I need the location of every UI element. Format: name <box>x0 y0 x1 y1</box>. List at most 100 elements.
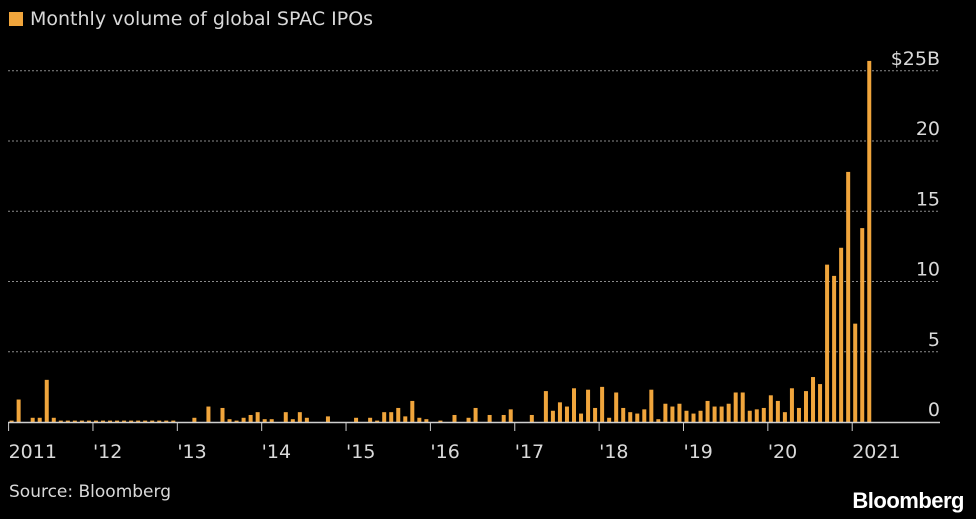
bar <box>789 388 794 422</box>
bar <box>579 413 584 422</box>
bar <box>375 420 380 422</box>
x-tick-label: '18 <box>599 441 628 463</box>
x-tick-label: '12 <box>93 441 122 463</box>
bar <box>543 391 548 422</box>
bar <box>129 420 134 422</box>
bar <box>30 417 35 422</box>
bar <box>691 413 696 422</box>
bar <box>403 416 408 422</box>
bar <box>663 403 668 422</box>
bar <box>529 414 534 422</box>
bar <box>86 420 91 422</box>
bar <box>241 417 246 422</box>
bar <box>572 388 576 422</box>
bar <box>382 412 387 422</box>
bar <box>255 412 260 422</box>
bar <box>136 420 141 422</box>
x-tick-label: 2011 <box>9 441 57 463</box>
bar <box>768 395 773 422</box>
bar <box>621 407 626 422</box>
x-tick-label: '19 <box>683 441 712 463</box>
bar <box>860 228 865 422</box>
bar <box>550 410 555 422</box>
bar <box>487 414 492 422</box>
bar <box>227 419 232 422</box>
x-tick-label: '14 <box>262 441 291 463</box>
bar <box>325 416 330 422</box>
bar <box>677 403 682 422</box>
bar <box>164 420 169 422</box>
y-tick-label: 0 <box>928 399 940 421</box>
bar <box>58 420 63 422</box>
bar <box>586 389 591 422</box>
bar <box>635 413 640 422</box>
bar <box>79 420 84 422</box>
bar <box>290 419 295 422</box>
bar <box>304 417 309 422</box>
bar <box>424 419 429 422</box>
bar <box>508 409 513 422</box>
bar <box>726 403 731 422</box>
bar <box>698 410 703 422</box>
bar <box>108 420 113 422</box>
bar <box>37 417 42 422</box>
bar <box>846 171 851 422</box>
bar <box>607 417 612 422</box>
bar <box>811 377 816 422</box>
bar <box>818 384 823 422</box>
bar <box>747 410 752 422</box>
bar <box>122 420 127 422</box>
bar <box>72 420 77 422</box>
bar <box>157 420 162 422</box>
bar <box>171 420 176 422</box>
bar <box>466 417 471 422</box>
brand-logo: Bloomberg <box>852 488 964 513</box>
bar <box>733 392 738 422</box>
bar <box>473 407 478 422</box>
bar <box>100 420 105 422</box>
x-tick-label: 2021 <box>852 441 900 463</box>
bar <box>192 417 197 422</box>
legend: Monthly volume of global SPAC IPOs <box>9 8 373 30</box>
bar <box>269 419 274 422</box>
bar <box>368 417 373 422</box>
bar <box>564 406 569 422</box>
bar <box>796 407 801 422</box>
bar <box>656 419 661 422</box>
bar <box>853 323 858 422</box>
bar <box>501 414 506 422</box>
bar <box>143 420 148 422</box>
bar <box>44 379 49 422</box>
x-tick-label: '13 <box>177 441 206 463</box>
y-tick-label: 10 <box>916 259 940 281</box>
bar <box>410 400 415 422</box>
bar <box>65 420 70 422</box>
bar <box>206 406 211 422</box>
x-tick-label: '20 <box>768 441 797 463</box>
bar <box>719 406 724 422</box>
bar <box>670 406 675 422</box>
bar <box>417 417 422 422</box>
bar <box>705 400 710 422</box>
bar <box>248 414 253 422</box>
bar <box>825 264 830 422</box>
bar <box>684 410 689 422</box>
bar <box>150 420 155 422</box>
bar <box>9 420 14 422</box>
bar <box>803 391 808 422</box>
bar <box>782 412 787 422</box>
bar <box>396 407 401 422</box>
bar <box>389 412 394 422</box>
bar <box>297 412 302 422</box>
bar <box>740 392 745 422</box>
bar <box>354 417 359 422</box>
bar <box>600 386 605 422</box>
bar <box>262 419 267 422</box>
bar <box>283 412 288 422</box>
bar <box>234 420 239 422</box>
bar <box>775 400 780 422</box>
bar <box>867 60 872 422</box>
bar <box>220 407 225 422</box>
source-note: Source: Bloomberg <box>9 482 171 502</box>
x-tick-label: '16 <box>430 441 459 463</box>
